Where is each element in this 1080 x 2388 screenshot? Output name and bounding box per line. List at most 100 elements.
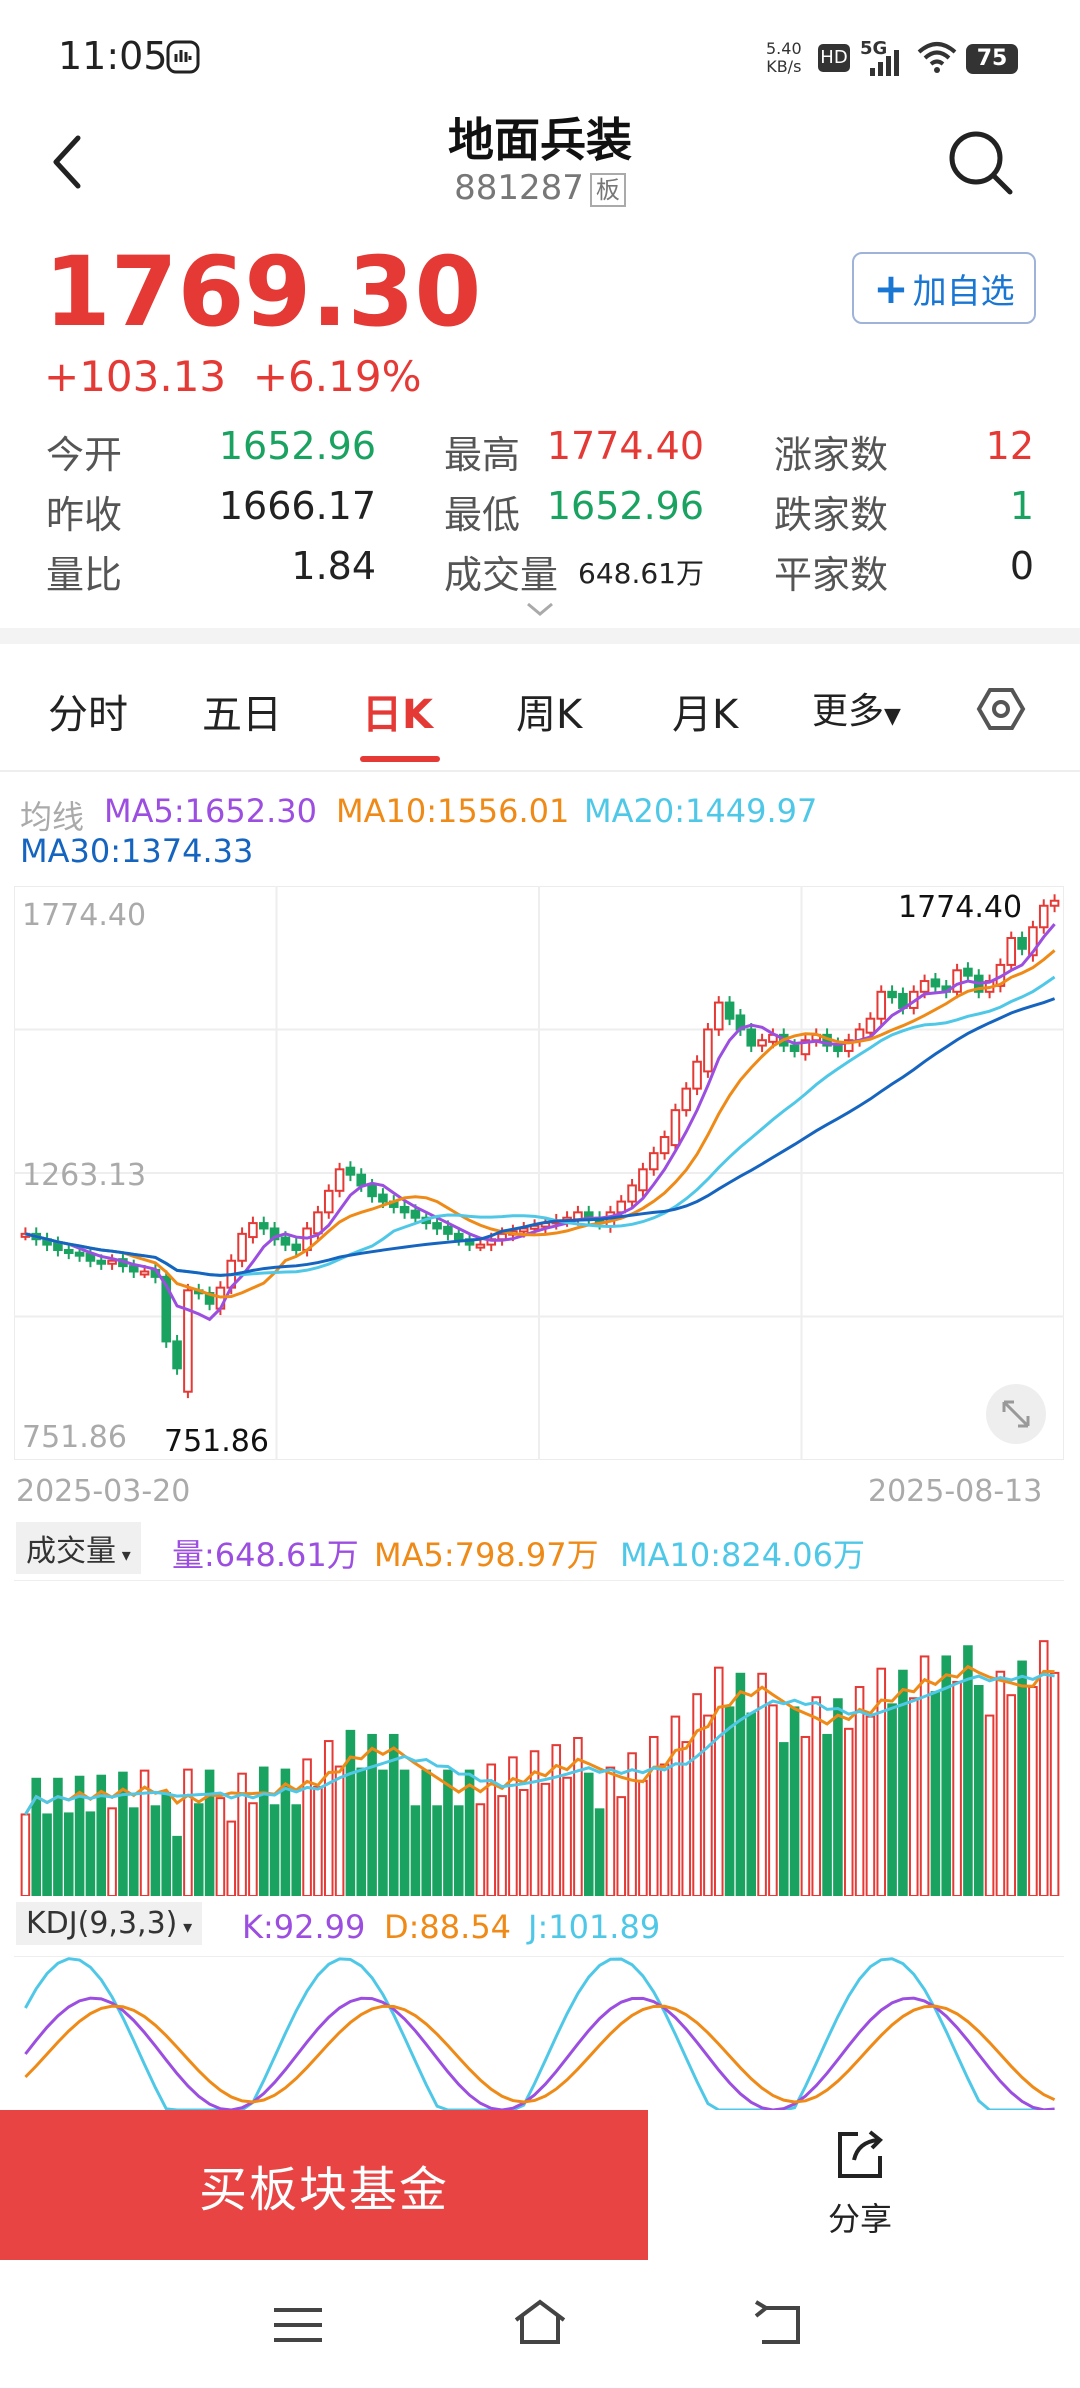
caret-down-icon: ▾ xyxy=(177,1917,193,1938)
stat-unchanged: 平家数 0 xyxy=(774,544,1034,597)
volume-bar xyxy=(616,1796,627,1896)
expand-chevron-icon[interactable] xyxy=(522,598,558,622)
add-watchlist-label: 加自选 xyxy=(912,271,1015,312)
period-tabs: 分时 五日 日K 周K 月K 更多▼ xyxy=(0,644,1080,772)
volume-bar xyxy=(378,1769,388,1896)
volume-bar xyxy=(681,1741,692,1896)
volume-bar xyxy=(638,1779,648,1896)
net-speed: 5.40 KB/s xyxy=(766,39,802,76)
stat-volume: 成交量 648.61万 xyxy=(444,553,704,597)
volume-bar xyxy=(31,1777,42,1896)
candle-body xyxy=(139,1270,150,1276)
volume-bar xyxy=(291,1804,302,1896)
volume-bar xyxy=(248,1802,258,1896)
back-nav-icon[interactable] xyxy=(752,2300,808,2348)
active-tab-indicator xyxy=(360,756,440,762)
volume-bar xyxy=(1049,1671,1060,1896)
volume-bar xyxy=(778,1742,789,1896)
tab-intraday[interactable]: 分时 xyxy=(48,692,128,738)
battery-icon: 75 xyxy=(966,44,1018,74)
candle-body xyxy=(356,1173,367,1187)
home-icon[interactable] xyxy=(510,2296,570,2348)
candle-body xyxy=(410,1209,421,1219)
volume-bar xyxy=(952,1680,962,1896)
tab-five-day[interactable]: 五日 xyxy=(202,692,282,738)
volume-bar xyxy=(323,1740,334,1896)
tab-daily-k[interactable]: 日K xyxy=(362,692,433,738)
add-watchlist-button[interactable]: + 加自选 xyxy=(852,252,1036,324)
volume-bar xyxy=(1006,1694,1017,1896)
candle-body xyxy=(453,1232,464,1241)
candle-body xyxy=(952,969,962,993)
volume-bar xyxy=(399,1769,410,1896)
dropdown-triangle-icon: ▼ xyxy=(884,704,901,729)
volume-bar xyxy=(854,1686,865,1896)
volume-bar xyxy=(107,1807,117,1896)
volume-bar xyxy=(204,1769,215,1896)
tab-weekly-k[interactable]: 周K xyxy=(516,692,583,738)
volume-bar xyxy=(930,1691,941,1896)
candle-body xyxy=(713,1001,724,1031)
volume-bar xyxy=(172,1835,182,1896)
volume-bar xyxy=(540,1782,551,1896)
stat-high: 最高 1774.40 xyxy=(444,424,704,477)
candle-body xyxy=(248,1222,258,1239)
volume-bar xyxy=(302,1758,312,1896)
volume-bar xyxy=(800,1735,811,1896)
ma-legend-title: 均线 xyxy=(20,798,85,836)
volume-bar xyxy=(833,1698,843,1896)
tab-monthly-k[interactable]: 月K xyxy=(672,692,739,738)
back-arrow-icon[interactable] xyxy=(40,122,100,202)
kdj-dropdown[interactable]: KDJ(9,3,3) ▾ xyxy=(16,1902,203,1945)
volume-bar xyxy=(518,1788,529,1896)
share-button[interactable]: 分享 xyxy=(760,2120,960,2260)
volume-bar xyxy=(334,1765,345,1896)
volume-bar xyxy=(356,1767,367,1896)
battery-level: 75 xyxy=(976,46,1008,71)
index-code: 881287 xyxy=(454,168,584,208)
y-axis-bottom: 751.86 xyxy=(22,1420,127,1455)
candle-body xyxy=(237,1232,247,1262)
volume-bar xyxy=(74,1775,85,1896)
candle-body xyxy=(280,1236,291,1246)
volume-bar xyxy=(692,1693,702,1896)
candle-body xyxy=(367,1184,377,1198)
volume-bar xyxy=(789,1706,800,1896)
candle-body xyxy=(638,1168,648,1192)
volume-bar xyxy=(118,1771,128,1896)
stat-low: 最低 1652.96 xyxy=(444,484,704,537)
tab-more[interactable]: 更多▼ xyxy=(812,691,901,732)
buy-sector-fund-button[interactable]: 买板块基金 xyxy=(0,2110,648,2260)
volume-bar xyxy=(594,1808,605,1896)
candle-body xyxy=(269,1227,280,1241)
volume-bar xyxy=(410,1805,421,1896)
volume-bar xyxy=(898,1669,908,1896)
volume-bar xyxy=(843,1727,854,1896)
volume-bar xyxy=(735,1672,746,1896)
volume-bar xyxy=(42,1813,52,1896)
candle-body xyxy=(258,1222,269,1230)
ma30-line xyxy=(25,997,1056,1277)
menu-icon[interactable] xyxy=(270,2302,326,2348)
volume-bar xyxy=(193,1803,204,1896)
stat-decliners: 跌家数 1 xyxy=(774,484,1034,537)
candle-body xyxy=(887,990,897,999)
chart-settings-icon[interactable] xyxy=(976,684,1026,734)
volume-bar xyxy=(746,1712,757,1896)
kdj-d-line xyxy=(24,2004,1056,2104)
fullscreen-icon[interactable] xyxy=(984,1382,1048,1446)
volume-bar xyxy=(258,1766,269,1896)
candle-body xyxy=(475,1243,486,1249)
candlestick-chart[interactable] xyxy=(14,886,1064,1460)
volume-bar xyxy=(150,1805,161,1896)
volume-bar xyxy=(1028,1686,1038,1896)
candle-body xyxy=(919,980,930,993)
volume-bar xyxy=(20,1813,31,1896)
volume-bar xyxy=(995,1670,1006,1896)
volume-bar xyxy=(627,1752,637,1896)
share-icon xyxy=(838,2130,883,2178)
volume-bar xyxy=(605,1766,616,1896)
volume-dropdown[interactable]: 成交量 ▾ xyxy=(16,1522,141,1574)
candle-body xyxy=(681,1087,692,1112)
search-icon[interactable] xyxy=(940,122,1020,202)
